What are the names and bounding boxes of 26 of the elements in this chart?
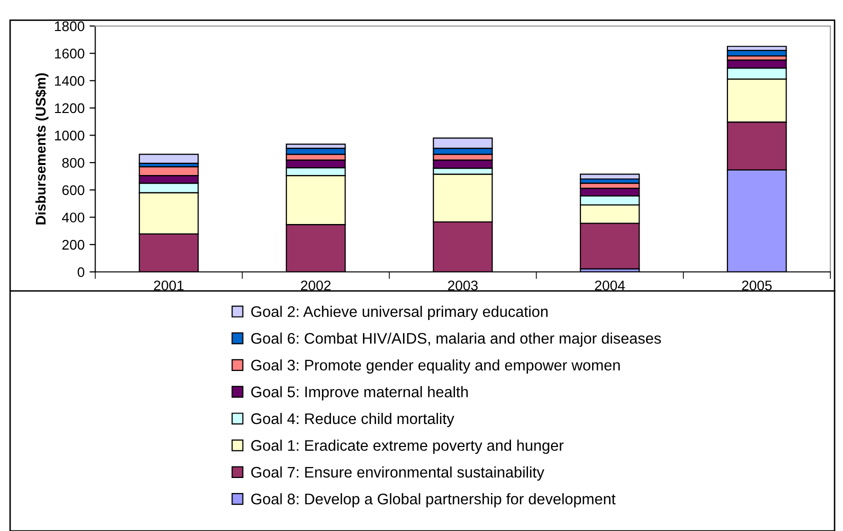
x-tick-label: 2004: [595, 280, 625, 290]
x-tick-label: 2002: [301, 280, 331, 290]
y-tick-label: 200: [62, 240, 84, 250]
y-tick-label: 0: [78, 267, 84, 278]
y-axis-title: Disbursements (US$m): [35, 73, 48, 224]
y-tick-label: 1600: [55, 48, 84, 59]
legend-label: Goal 8: Develop a Global partnership for development: [251, 493, 616, 508]
legend-label: Goal 4: Reduce child mortality: [251, 412, 454, 428]
y-tick-label: 1200: [55, 103, 84, 114]
legend-label: Goal 7: Ensure environmental sustainability: [251, 466, 544, 481]
y-tick-label: 400: [62, 212, 84, 222]
bar: [580, 174, 640, 180]
legend-label: Goal 6: Combat HIV/AIDS, malaria and other major diseases: [251, 332, 661, 347]
y-tick-label: 1400: [55, 76, 84, 86]
x-tick-label: 2003: [448, 280, 478, 290]
x-tick-label: 2005: [742, 280, 772, 290]
y-tick-label: 1800: [55, 21, 84, 32]
y-tick-label: 600: [62, 185, 84, 196]
y-tick-label: 800: [62, 158, 84, 168]
legend-label: Goal 1: Eradicate extreme poverty and hunger: [251, 440, 564, 454]
x-tick-label: 2001: [154, 280, 184, 290]
legend-label: Goal 5: Improve maternal health: [251, 386, 468, 400]
legend-label: Goal 3: Promote gender equality and empower women: [251, 359, 620, 374]
legend-label: Goal 2: Achieve universal primary education: [251, 306, 548, 320]
bar: [138, 154, 199, 164]
y-tick-label: 1000: [55, 130, 84, 140]
